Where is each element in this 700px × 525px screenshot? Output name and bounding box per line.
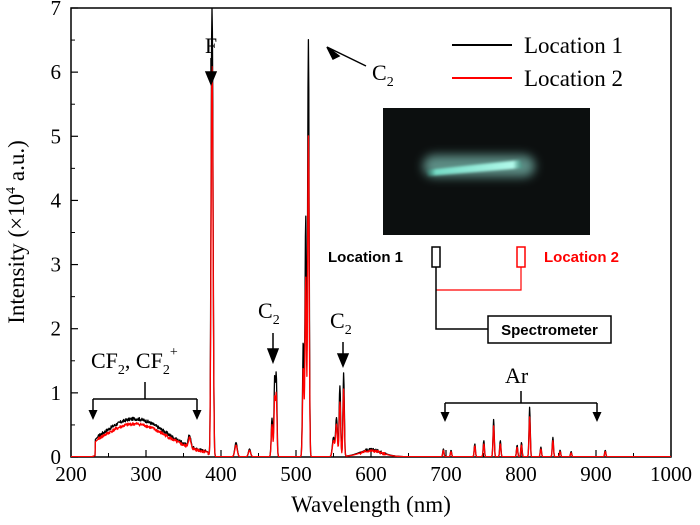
y-axis-label: Intensity (×104 a.u.) xyxy=(4,140,29,324)
y-tick-label: 6 xyxy=(51,60,62,84)
y-tick-label: 5 xyxy=(51,124,62,148)
annotation-f-arrow xyxy=(204,58,218,86)
x-tick-label: 300 xyxy=(130,462,162,486)
x-tick-label: 1000 xyxy=(650,462,692,486)
annotation-f-label: F xyxy=(205,33,217,58)
fiber-line-location-2 xyxy=(436,267,522,291)
y-tick-label: 7 xyxy=(51,0,62,20)
inset-location-1-marker xyxy=(431,246,441,268)
fiber-line-location-1 xyxy=(435,267,488,330)
annotation-cf2-bracket xyxy=(92,382,198,412)
x-tick-label: 700 xyxy=(430,462,462,486)
x-tick-label: 800 xyxy=(505,462,537,486)
inset-schematic: Location 1 Location 2 Spectrometer xyxy=(328,108,619,344)
series-location-1-line xyxy=(71,8,671,457)
y-axis: 0 1 2 3 4 5 6 7 xyxy=(51,0,78,469)
spectrometer-label: Spectrometer xyxy=(501,322,598,339)
annotation-cf2-arrow-left xyxy=(88,410,98,420)
annotation-ar-bracket xyxy=(444,391,598,414)
annotation-cf2-label: CF2, CF2+ xyxy=(91,345,178,378)
legend-label-location-1: Location 1 xyxy=(524,33,623,58)
annotations: F C2 C2 C2 CF2, CF2+ Ar xyxy=(88,33,602,422)
y-tick-label: 3 xyxy=(51,253,62,277)
annotation-c2-473-arrow xyxy=(266,333,280,365)
x-axis-label: Wavelength (nm) xyxy=(291,492,451,517)
y-tick-label: 2 xyxy=(51,317,62,341)
annotation-c2-main-label: C2 xyxy=(372,60,394,90)
legend-label-location-2: Location 2 xyxy=(524,66,623,91)
legend: Location 1 Location 2 xyxy=(452,33,623,91)
x-tick-label: 200 xyxy=(55,462,87,486)
annotation-c2-563-arrow xyxy=(336,342,350,368)
annotation-c2-main-arrow xyxy=(326,46,367,67)
plasma-column xyxy=(426,160,523,176)
inset-location-2-label: Location 2 xyxy=(544,249,619,266)
annotation-ar-arrow-right xyxy=(592,412,602,422)
y-tick-label: 1 xyxy=(51,381,62,405)
inset-location-2-marker xyxy=(516,246,526,268)
x-axis: 200 300 400 500 600 700 800 900 1000 xyxy=(55,450,692,486)
x-tick-label: 400 xyxy=(205,462,237,486)
annotation-c2-563-label: C2 xyxy=(330,308,352,338)
y-tick-label: 0 xyxy=(51,445,62,469)
annotation-ar-arrow-left xyxy=(440,412,450,422)
x-tick-label: 600 xyxy=(355,462,387,486)
x-tick-label: 500 xyxy=(280,462,312,486)
y-tick-label: 4 xyxy=(51,188,62,212)
inset-location-1-label: Location 1 xyxy=(328,249,403,266)
annotation-ar-label: Ar xyxy=(505,363,529,388)
x-tick-label: 900 xyxy=(580,462,612,486)
series-location-2-line xyxy=(71,65,671,457)
annotation-c2-473-label: C2 xyxy=(258,298,280,328)
spectrometer-box xyxy=(487,315,612,344)
annotation-cf2-arrow-right xyxy=(192,410,202,420)
